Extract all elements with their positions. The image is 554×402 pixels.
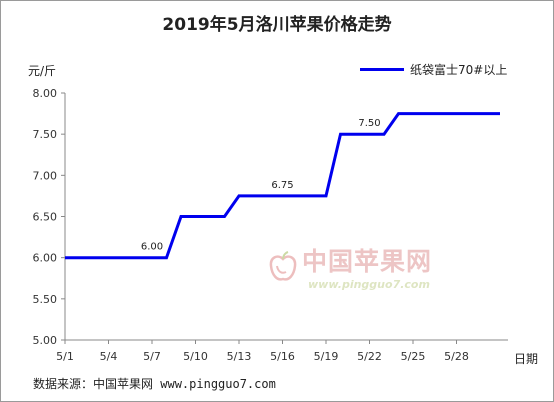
legend-swatch [360,67,404,71]
y-tick-label: 5.50 [33,293,58,306]
x-tick-label: 5/16 [270,350,295,363]
legend-label: 纸袋富士70#以上 [410,62,508,77]
watermark-url: www.pingguo7.com [308,278,430,291]
data-labels: 6.00 6.75 7.50 [141,118,381,253]
x-ticks: 5/1 5/4 5/7 5/10 5/13 5/16 5/19 5/22 5/25 5/28 [56,340,469,363]
x-tick-label: 5/7 [143,350,161,363]
legend: 纸袋富士70#以上 [360,61,507,77]
watermark: 中国苹果网 www.pingguo7.com [268,242,432,291]
y-tick-label: 6.00 [33,252,58,265]
y-tick-label: 7.50 [33,128,58,141]
x-tick-label: 5/28 [444,350,469,363]
source-label: 数据来源： [33,377,94,391]
data-source: 数据来源：中国苹果网 www.pingguo7.com [33,375,276,392]
y-tick-label: 5.00 [33,334,58,347]
x-tick-label: 5/4 [100,350,118,363]
y-ticks: 5.00 5.50 6.00 6.50 7.00 7.50 8.00 [33,87,65,347]
source-text: 中国苹果网 www.pingguo7.com [93,377,276,391]
x-tick-label: 5/19 [314,350,339,363]
x-tick-label: 5/25 [401,350,426,363]
apple-logo-icon [269,250,297,281]
data-label: 6.00 [141,242,163,253]
y-tick-label: 7.00 [33,169,58,182]
x-tick-label: 5/10 [183,350,208,363]
x-axis-label: 日期 [514,352,539,366]
series-line [65,112,500,260]
x-tick-label: 5/13 [227,350,252,363]
y-axis-unit-label: 元/斤 [28,64,57,78]
data-label: 7.50 [358,118,380,129]
data-label: 6.75 [271,180,293,191]
x-tick-label: 5/22 [357,350,382,363]
y-tick-label: 8.00 [33,87,58,100]
watermark-text: 中国苹果网 [302,247,433,276]
y-tick-label: 6.50 [33,211,58,224]
x-tick-label: 5/1 [56,350,74,363]
chart-title: 2019年5月洛川苹果价格走势 [162,15,392,35]
